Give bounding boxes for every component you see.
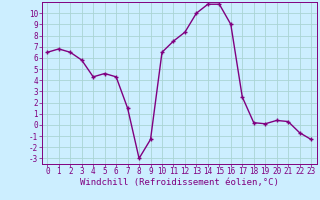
X-axis label: Windchill (Refroidissement éolien,°C): Windchill (Refroidissement éolien,°C) bbox=[80, 178, 279, 187]
